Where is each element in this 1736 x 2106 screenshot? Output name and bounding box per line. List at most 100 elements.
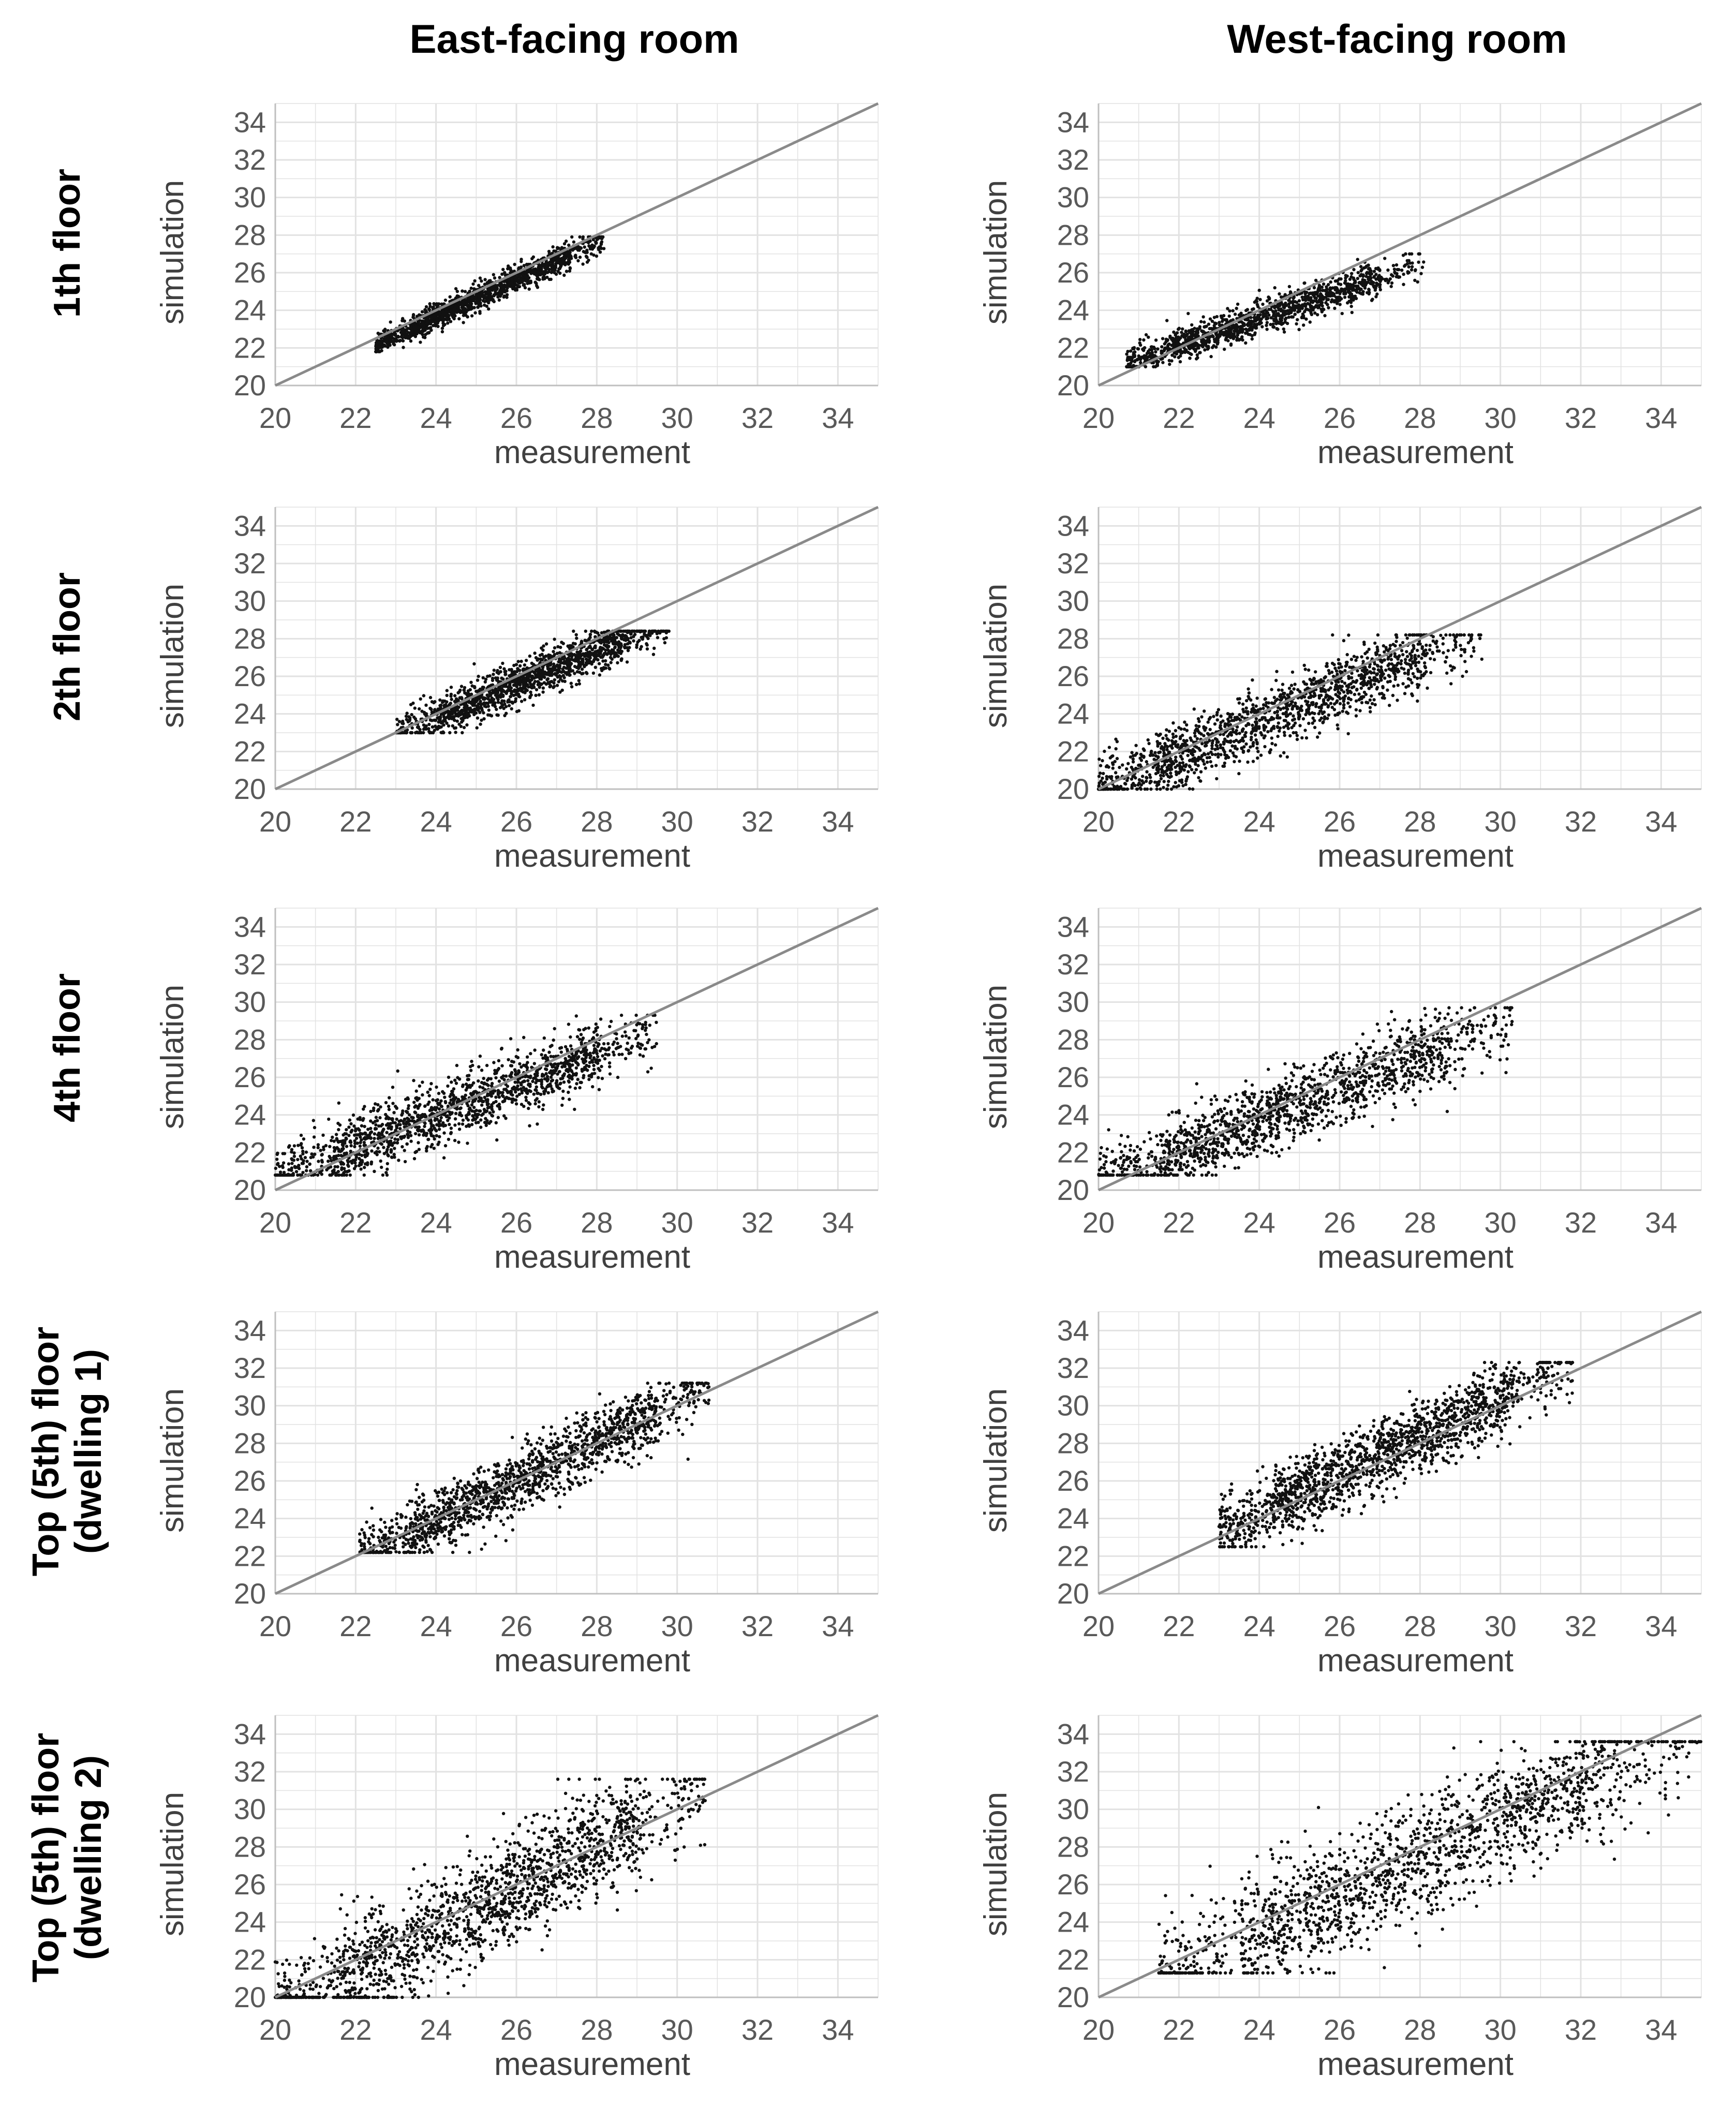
data-points — [1096, 633, 1483, 791]
data-point — [659, 629, 663, 633]
data-point — [427, 331, 431, 334]
data-point — [1181, 761, 1185, 765]
data-point — [522, 283, 525, 287]
data-point — [474, 689, 478, 693]
data-point — [501, 689, 506, 693]
data-point — [1272, 325, 1276, 329]
data-point — [396, 723, 399, 726]
data-point — [430, 710, 434, 714]
data-point — [637, 629, 642, 633]
data-point — [575, 636, 578, 640]
data-point — [557, 258, 561, 261]
data-point — [1144, 356, 1147, 360]
data-point — [544, 642, 548, 646]
data-point — [1166, 783, 1170, 787]
data-point — [1127, 365, 1131, 368]
data-point — [478, 312, 482, 315]
data-point — [1432, 658, 1436, 661]
data-point — [1333, 306, 1337, 310]
data-point — [1373, 703, 1377, 707]
data-point — [1215, 744, 1219, 748]
data-point — [430, 719, 434, 722]
data-point — [1270, 736, 1273, 740]
data-point — [584, 629, 588, 633]
data-point — [568, 266, 572, 270]
data-point — [1250, 307, 1254, 312]
data-point — [478, 706, 481, 710]
data-point — [510, 281, 513, 285]
data-point — [417, 725, 420, 729]
data-point — [1254, 717, 1258, 721]
data-point — [527, 276, 530, 280]
x-tick-label: 34 — [822, 805, 854, 838]
data-point — [1316, 306, 1320, 309]
data-point — [534, 656, 538, 660]
data-point — [1177, 327, 1181, 330]
data-point — [556, 671, 559, 675]
data-point — [499, 701, 503, 705]
data-point — [405, 711, 409, 715]
data-point — [1364, 265, 1368, 269]
data-point — [1356, 271, 1360, 274]
data-point — [1404, 661, 1407, 664]
data-point — [413, 731, 418, 735]
data-point — [536, 680, 540, 684]
data-point — [1292, 714, 1295, 718]
data-point — [469, 286, 473, 290]
data-point — [1258, 317, 1262, 321]
data-point — [1388, 704, 1391, 707]
data-point — [552, 681, 556, 685]
data-point — [1327, 713, 1330, 717]
data-point — [521, 279, 525, 283]
data-point — [1367, 267, 1371, 271]
data-point — [565, 657, 569, 661]
data-point — [473, 295, 477, 299]
data-point — [523, 286, 527, 290]
data-point — [602, 651, 606, 656]
data-point — [1147, 741, 1151, 746]
data-point — [1131, 346, 1135, 350]
data-point — [548, 685, 552, 689]
data-point — [576, 245, 581, 249]
data-point — [488, 298, 492, 302]
data-point — [1282, 731, 1286, 734]
data-point — [541, 690, 545, 694]
y-tick-label: 24 — [1057, 294, 1089, 327]
data-point — [581, 657, 585, 661]
data-point — [1328, 286, 1332, 290]
y-tick-label: 22 — [234, 735, 266, 767]
data-point — [1406, 271, 1410, 275]
data-point — [570, 235, 574, 239]
data-point — [562, 242, 567, 246]
data-point — [1429, 671, 1433, 675]
data-point — [426, 320, 429, 323]
x-tick-label: 34 — [1645, 402, 1677, 434]
data-point — [1337, 658, 1340, 662]
data-point — [1302, 316, 1305, 320]
data-point — [430, 700, 434, 704]
data-point — [1221, 719, 1225, 723]
data-point — [1435, 645, 1439, 649]
data-point — [1327, 669, 1331, 673]
data-point — [581, 262, 585, 266]
data-point — [1373, 288, 1377, 292]
data-point — [447, 715, 451, 719]
data-point — [595, 630, 598, 634]
data-point — [1180, 334, 1184, 337]
data-point — [1101, 776, 1104, 780]
data-point — [491, 299, 495, 302]
data-point — [458, 710, 462, 714]
data-point — [1450, 669, 1453, 672]
data-point — [1320, 304, 1324, 308]
data-point — [1314, 278, 1318, 282]
data-point — [478, 294, 481, 299]
data-point — [1251, 703, 1255, 707]
x-tick-label: 28 — [581, 402, 613, 434]
data-point — [1386, 281, 1390, 285]
x-tick-label: 24 — [420, 805, 452, 838]
data-point — [598, 250, 602, 254]
y-tick-label: 22 — [1057, 331, 1089, 364]
data-point — [496, 698, 500, 702]
data-point — [402, 330, 405, 333]
data-point — [561, 642, 565, 645]
